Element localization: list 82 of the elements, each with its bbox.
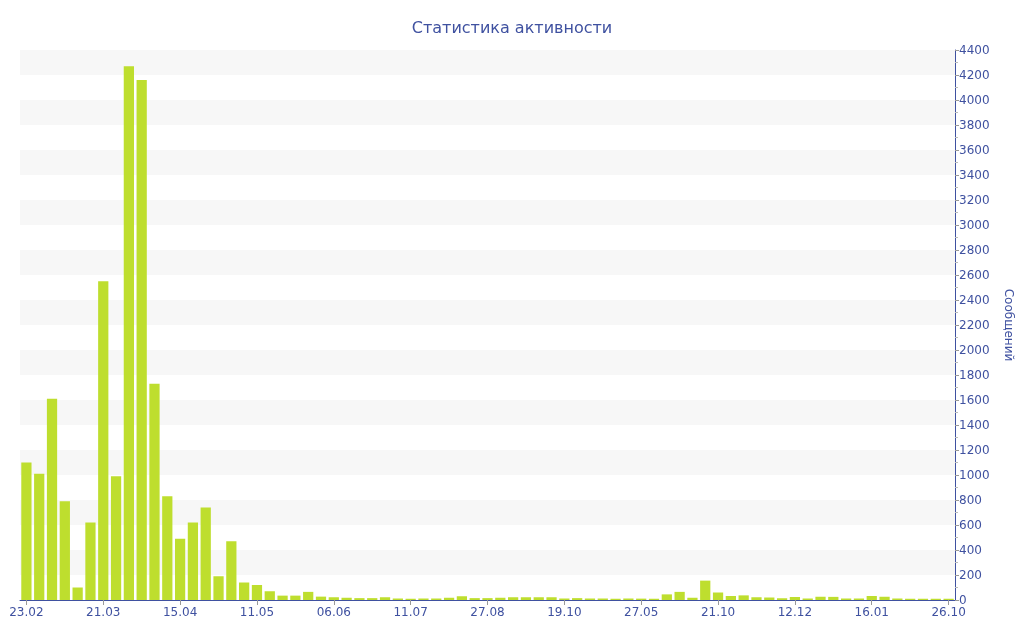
y2-tick-label: 200 (959, 568, 982, 582)
x-tick-label: 15.04 (162, 605, 198, 619)
y2-tick-label: 400 (959, 543, 982, 557)
bar (290, 595, 301, 600)
bar (700, 580, 711, 600)
chart-title: Статистика активности (411, 17, 613, 37)
bar (123, 66, 134, 600)
y2-tick-label: 1200 (959, 443, 990, 457)
y2-tick-label: 4200 (959, 68, 990, 82)
bar (59, 501, 70, 600)
y2-tick-label: 600 (959, 518, 982, 532)
bar (712, 592, 724, 600)
y2-tick-label: 800 (959, 493, 982, 507)
x-tick-label: 27.05 (624, 605, 659, 619)
bar (520, 597, 532, 600)
bar (251, 585, 263, 600)
y2-tick-label: 3600 (959, 143, 990, 157)
y2-tick-label: 2800 (959, 243, 990, 257)
y2-tick-label: 2000 (959, 343, 990, 357)
y2-tick-label: 2400 (959, 293, 990, 307)
x-tick-label: 26.10 (931, 605, 966, 619)
x-tick-label: 21.03 (86, 605, 121, 619)
bar (46, 398, 58, 600)
y2-tick-label: 4000 (959, 93, 990, 107)
y2-axis-title: Сообщений (1002, 288, 1016, 362)
y2-tick-label: 4400 (959, 43, 990, 57)
y2-tick-label: 3000 (959, 218, 990, 232)
bar (98, 281, 109, 600)
bar (226, 541, 237, 600)
bar (239, 582, 250, 600)
bar (379, 597, 391, 600)
x-tick-label: 27.08 (470, 605, 505, 619)
bar (866, 596, 877, 600)
x-tick-label: 21.10 (700, 605, 736, 619)
bar (264, 591, 275, 600)
bar (738, 595, 749, 600)
x-tick-label: 23.02 (9, 605, 44, 619)
bar (85, 522, 96, 600)
x-tick-label: 11.05 (239, 605, 275, 619)
bar (789, 597, 801, 600)
y2-tick-label: 3400 (959, 168, 990, 182)
bar (21, 462, 32, 600)
y2-tick-label: 2600 (959, 268, 990, 282)
bar (725, 596, 736, 600)
bar (546, 597, 557, 600)
bar (328, 597, 339, 600)
bar (174, 538, 186, 600)
y2-tick-label: 3800 (959, 118, 990, 132)
y2-tick-label: 1800 (959, 368, 990, 382)
bar (213, 576, 224, 600)
y2-tick-label: 3200 (959, 193, 990, 207)
bar (303, 591, 314, 600)
x-tick-label: 19.10 (547, 605, 582, 619)
x-tick-label: 16.01 (854, 605, 889, 619)
bar (879, 596, 890, 600)
bar (200, 507, 211, 600)
bar (72, 587, 83, 600)
bar (110, 476, 122, 600)
bar (751, 597, 762, 600)
bar (456, 596, 468, 600)
bar (661, 594, 672, 600)
bar (187, 522, 199, 600)
y2-tick-label: 0 (959, 593, 967, 607)
bar (149, 383, 160, 600)
bar (674, 591, 685, 600)
y2-tick-label: 2200 (959, 318, 990, 332)
bar (507, 597, 519, 600)
y2-tick-label: 1600 (959, 393, 990, 407)
bar (341, 597, 352, 600)
bar (162, 496, 173, 600)
bar (533, 597, 544, 600)
x-tick-label: 11.07 (393, 605, 428, 619)
y2-tick-label: 1000 (959, 468, 990, 482)
x-tick-label: 12.12 (777, 605, 813, 619)
y2-tick-label: 1400 (959, 418, 990, 432)
bar (34, 473, 45, 600)
bar (828, 596, 839, 600)
bar (277, 595, 288, 600)
bar (136, 80, 147, 600)
x-tick-label: 06.06 (316, 605, 351, 619)
bar (815, 596, 826, 600)
bar (687, 597, 698, 600)
